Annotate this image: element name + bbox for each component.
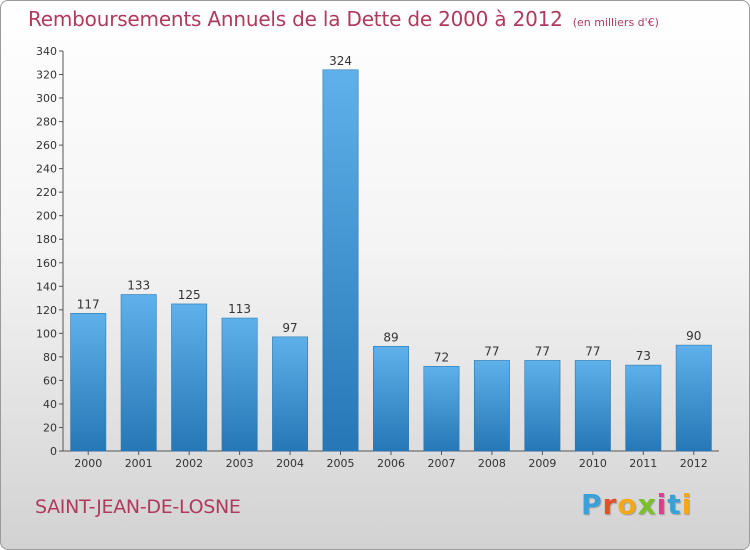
- y-tick-label: 280: [36, 116, 57, 129]
- logo-letter: i: [681, 488, 693, 521]
- y-tick-label: 200: [36, 210, 57, 223]
- y-tick-label: 260: [36, 139, 57, 152]
- x-tick-label: 2008: [478, 457, 506, 470]
- x-axis: 2000 2001 2002 2003 2004 2005 2006 2007 2008 2009…: [63, 450, 719, 470]
- title-row: Remboursements Annuels de la Dette de 20…: [28, 7, 659, 31]
- bar: [322, 69, 359, 452]
- data-label: 72: [434, 350, 449, 364]
- proxiti-logo: Proxiti: [581, 488, 692, 521]
- bar: [473, 360, 510, 452]
- y-tick-label: 60: [43, 374, 57, 387]
- logo-letter: r: [602, 488, 618, 521]
- bar: [171, 303, 208, 452]
- x-tick-label: 2009: [528, 457, 556, 470]
- y-tick-label: 240: [36, 163, 57, 176]
- bar: [574, 360, 611, 452]
- y-axis: 0 20 40 60 80 100 120 140 160 180 200 220 240 260 280 3…: [36, 45, 64, 458]
- data-label: 97: [282, 321, 297, 335]
- x-tick-label: 2000: [74, 457, 102, 470]
- y-tick-label: 160: [36, 257, 57, 270]
- y-tick-label: 100: [36, 327, 57, 340]
- bar: [675, 344, 712, 452]
- logo-letter: P: [581, 488, 603, 521]
- x-tick-label: 2002: [175, 457, 203, 470]
- chart-title: Remboursements Annuels de la Dette de 20…: [28, 7, 563, 31]
- x-tick-label: 2007: [427, 457, 455, 470]
- y-tick-label: 40: [43, 398, 57, 411]
- bar: [524, 360, 561, 452]
- x-tick-label: 2011: [629, 457, 657, 470]
- x-tick-label: 2004: [276, 457, 304, 470]
- bar: [625, 364, 662, 452]
- bar: [423, 365, 460, 452]
- logo-letter: t: [667, 488, 682, 521]
- data-label: 77: [484, 344, 499, 358]
- bar: [373, 345, 409, 452]
- x-tick-label: 2005: [327, 457, 355, 470]
- y-tick-label: 340: [36, 45, 57, 58]
- y-tick-label: 300: [36, 92, 57, 105]
- data-label: 73: [636, 349, 651, 363]
- y-tick-label: 180: [36, 233, 57, 246]
- data-labels: 117 133 125 113 97 324 89 72 77 77 77 73 90: [77, 54, 702, 364]
- bars: [70, 69, 712, 452]
- x-tick-label: 2006: [377, 457, 405, 470]
- y-tick-label: 320: [36, 69, 57, 82]
- data-label: 324: [329, 54, 352, 68]
- y-tick-label: 220: [36, 186, 57, 199]
- bar: [221, 317, 258, 452]
- data-label: 117: [77, 297, 100, 311]
- x-tick-label: 2003: [226, 457, 254, 470]
- bar: [70, 313, 107, 452]
- data-label: 125: [178, 288, 201, 302]
- logo-letter: x: [637, 488, 657, 521]
- y-tick-label: 140: [36, 280, 57, 293]
- data-label: 90: [686, 329, 701, 343]
- y-tick-label: 0: [50, 445, 57, 458]
- data-label: 133: [127, 279, 150, 293]
- y-tick-label: 120: [36, 304, 57, 317]
- logo-letter: i: [656, 488, 668, 521]
- bar: [120, 294, 157, 452]
- y-tick-label: 80: [43, 351, 57, 364]
- data-label: 77: [585, 344, 600, 358]
- x-tick-label: 2012: [680, 457, 708, 470]
- y-tick-label: 20: [43, 421, 57, 434]
- data-label: 113: [228, 302, 251, 316]
- x-tick-label: 2010: [579, 457, 607, 470]
- data-label: 89: [383, 330, 398, 344]
- logo-letter: o: [617, 488, 638, 521]
- chart-unit: (en milliers d'€): [572, 16, 659, 29]
- city-name: SAINT-JEAN-DE-LOSNE: [35, 496, 241, 518]
- x-tick-label: 2001: [125, 457, 153, 470]
- data-label: 77: [535, 344, 550, 358]
- bar: [272, 336, 309, 452]
